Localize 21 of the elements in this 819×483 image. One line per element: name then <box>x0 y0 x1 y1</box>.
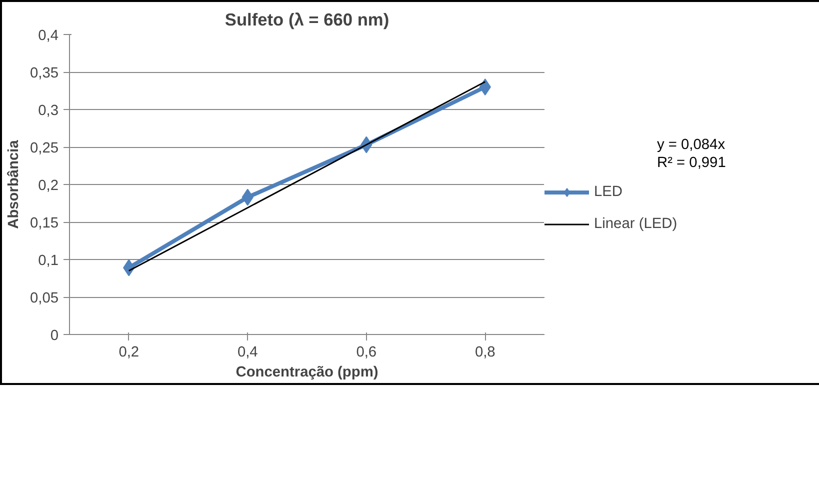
y-tick-label: 0,1 <box>38 253 58 269</box>
x-tick-label: 0,8 <box>474 344 496 360</box>
annotation: y = 0,084x <box>657 137 726 155</box>
y-tick-label: 0,15 <box>30 216 59 232</box>
point <box>479 78 491 96</box>
x-tick-label: 0,2 <box>118 344 140 360</box>
legend-label: LED <box>594 184 623 200</box>
x-tick-label: 0,6 <box>356 344 377 360</box>
y-tick-label: 0,3 <box>38 103 58 119</box>
y-tick-label: 0,05 <box>30 290 59 306</box>
y-tick-label: 0,35 <box>30 66 59 82</box>
y-tick-label: 0,2 <box>38 178 58 194</box>
x-axis-title: Concentração (ppm) <box>236 364 378 380</box>
y-tick-label: 0 <box>50 328 59 344</box>
x-tick-label: 0,4 <box>237 344 258 360</box>
legend-label: Linear (LED) <box>594 216 678 232</box>
y-tick-label: 0,4 <box>38 28 58 44</box>
y-axis-title: Absorbância <box>6 139 22 229</box>
chart-title: Sulfeto (λ = 660 nm) <box>224 10 390 30</box>
y-tick-label: 0,25 <box>30 140 59 156</box>
annotation: R² = 0,991 <box>657 154 726 172</box>
